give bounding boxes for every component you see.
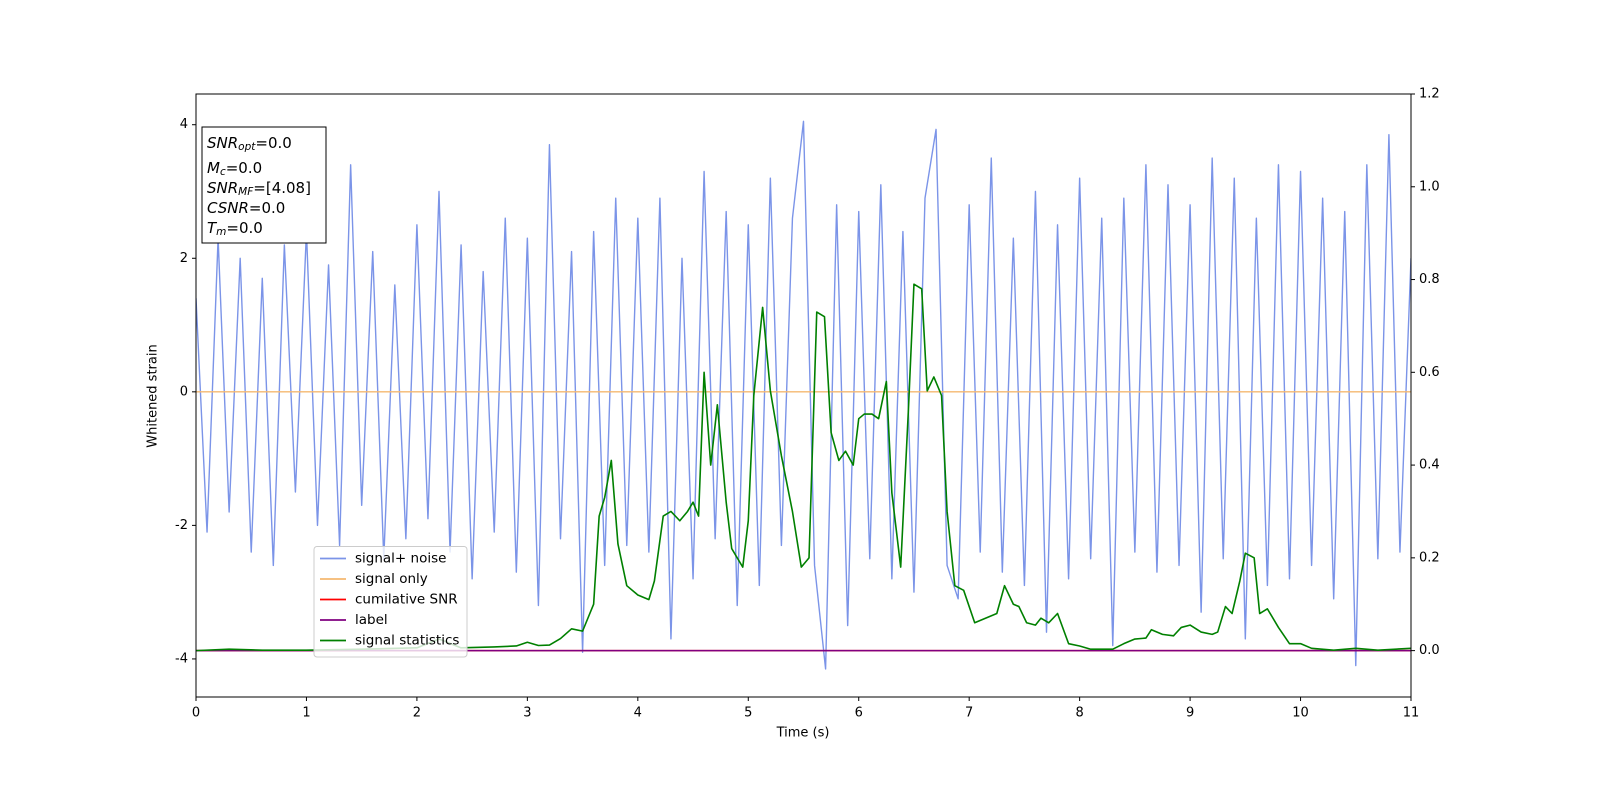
x-tick-label: 1 <box>302 706 310 721</box>
annotation-subscript: MF <box>238 186 254 198</box>
annotation-symbol: T <box>207 219 218 237</box>
annotation-value: =[4.08] <box>253 179 311 197</box>
annotation-value: =0.0 <box>226 159 262 177</box>
annotation-line: SNRMF=[4.08] <box>207 179 311 199</box>
legend-label: signal only <box>355 571 428 587</box>
x-tick-label: 5 <box>744 706 752 721</box>
y2-tick-label: 0.0 <box>1419 643 1440 658</box>
annotation-symbol: M <box>207 159 220 177</box>
annotation-frame <box>201 126 327 244</box>
annotation-symbol: CSNR <box>207 199 249 217</box>
y2-tick-label: 0.2 <box>1419 550 1440 565</box>
x-tick-label: 11 <box>1403 706 1420 721</box>
y2-tick-label: 0.6 <box>1419 365 1440 380</box>
annotation-subscript: m <box>216 226 226 238</box>
annotation-value: =0.0 <box>255 134 291 152</box>
annotation-subscript: opt <box>238 141 256 153</box>
x-tick-label: 8 <box>1075 706 1083 721</box>
y2-tick-label: 1.0 <box>1419 179 1440 194</box>
x-tick-label: 2 <box>413 706 421 721</box>
annotation-symbol: SNR <box>207 179 238 197</box>
legend: signal+ noise signal only cumilative SNR la… <box>313 546 468 658</box>
x-tick-label: 0 <box>192 706 200 721</box>
legend-label: cumilative SNR <box>355 592 458 608</box>
x-tick-label: 4 <box>634 706 642 721</box>
y-axis-label: Whitened strain <box>146 344 161 447</box>
legend-label: signal statistics <box>355 633 459 649</box>
y2-tick-label: 0.4 <box>1419 458 1440 473</box>
series-line <box>196 283 1411 652</box>
annotation-box: SNRopt=0.0Mc=0.0SNRMF=[4.08]CSNR=0.0Tm=0… <box>201 126 327 244</box>
axes-frame <box>195 93 1412 698</box>
legend-label: signal+ noise <box>355 551 446 567</box>
annotation-line: Tm=0.0 <box>207 219 263 239</box>
y-tick-label: 0 <box>180 384 188 399</box>
annotation-subscript: c <box>220 166 226 178</box>
x-tick-label: 3 <box>523 706 531 721</box>
legend-frame <box>313 546 468 658</box>
y-tick-label: -2 <box>175 518 188 533</box>
series-line <box>196 120 1411 670</box>
annotation-symbol: SNR <box>207 134 238 152</box>
annotation-line: SNRopt=0.0 <box>207 134 292 154</box>
x-tick-label: 9 <box>1186 706 1194 721</box>
y-tick-label: 4 <box>180 117 188 132</box>
x-tick-label: 10 <box>1292 706 1309 721</box>
x-axis-label: Time (s) <box>776 726 830 741</box>
annotation-line: CSNR=0.0 <box>207 199 285 217</box>
x-tick-label: 6 <box>855 706 863 721</box>
y-tick-label: 2 <box>180 251 188 266</box>
y-tick-label: -4 <box>175 651 188 666</box>
y2-tick-label: 1.2 <box>1419 87 1440 102</box>
annotation-value: =0.0 <box>226 219 262 237</box>
y2-tick-label: 0.8 <box>1419 272 1440 287</box>
annotation-line: Mc=0.0 <box>207 159 262 179</box>
x-tick-label: 7 <box>965 706 973 721</box>
annotation-value: =0.0 <box>249 199 285 217</box>
legend-label: label <box>355 612 388 628</box>
